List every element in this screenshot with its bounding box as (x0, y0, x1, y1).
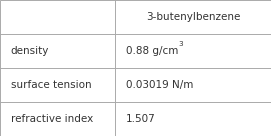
Text: refractive index: refractive index (11, 114, 93, 124)
Text: 3: 3 (178, 41, 183, 47)
Text: 0.88 g/cm: 0.88 g/cm (126, 46, 178, 56)
Text: 1.507: 1.507 (126, 114, 156, 124)
Text: 3-butenylbenzene: 3-butenylbenzene (146, 12, 240, 22)
Text: 0.03019 N/m: 0.03019 N/m (126, 80, 193, 90)
Text: surface tension: surface tension (11, 80, 92, 90)
Text: density: density (11, 46, 49, 56)
